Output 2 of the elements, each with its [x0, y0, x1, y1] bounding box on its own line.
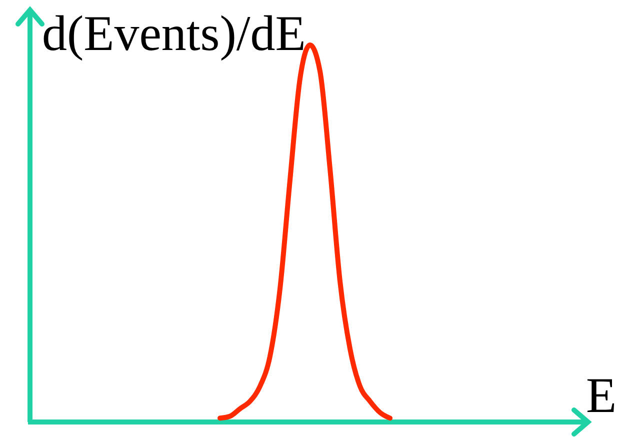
x-axis-title: E — [586, 367, 617, 423]
y-axis-title: d(Events)/dE — [42, 5, 306, 61]
